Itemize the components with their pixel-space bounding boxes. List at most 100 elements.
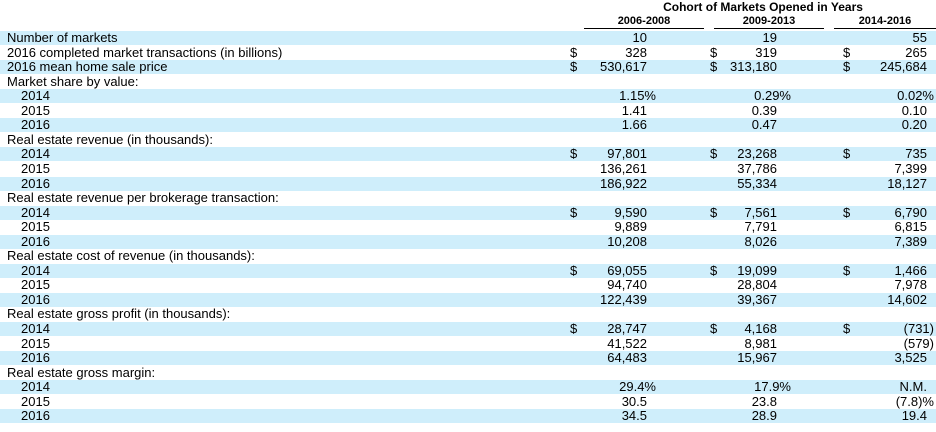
- cell-value: 328: [625, 44, 647, 60]
- currency-symbol: $: [710, 59, 718, 75]
- currency-symbol: $: [843, 44, 851, 60]
- cell-value: 19.4: [901, 408, 927, 424]
- cell-value: 23,268: [737, 146, 777, 162]
- table-row: 2015 30.5 23.8 (7.8)%: [0, 393, 936, 409]
- row-label: 2016: [21, 291, 50, 307]
- row-label: 2015: [21, 335, 50, 351]
- cell-value: 29.4%: [619, 379, 656, 395]
- row-label: 2015: [21, 393, 50, 409]
- table-row: Real estate cost of revenue (in thousand…: [0, 249, 936, 263]
- row-label: 2016: [21, 408, 50, 424]
- cell-value: 23.8: [751, 393, 777, 409]
- cell-value: 186,922: [600, 175, 647, 191]
- table-row: 2016 186,922 55,334 18,127: [0, 175, 936, 191]
- cell-value: 64,483: [607, 350, 647, 366]
- cell-value: 7,399: [894, 160, 927, 176]
- table-row: 2015 136,261 37,786 7,399: [0, 160, 936, 176]
- currency-symbol: $: [710, 44, 718, 60]
- table-row: 2015 1.41 0.39 0.10: [0, 102, 936, 118]
- row-label: 2016 mean home sale price: [7, 59, 168, 75]
- cell-value: 7,389: [894, 233, 927, 249]
- column-header-2014-2016: 2014-2016: [834, 14, 936, 29]
- table-row: Real estate revenue (in thousands):: [0, 131, 936, 147]
- row-label: 2014: [21, 146, 50, 162]
- cell-value: 30.5: [621, 393, 647, 409]
- column-header-2009-2013: 2009-2013: [714, 14, 824, 29]
- cell-value: 122,439: [600, 291, 647, 307]
- column-header-2006-2008: 2006-2008: [584, 14, 704, 29]
- table-row: 2016 64,483 15,967 3,525: [0, 350, 936, 366]
- table-row: 2014 29.4% 17.9% N.M.: [0, 379, 936, 395]
- row-label: 2016: [21, 350, 50, 366]
- currency-symbol: $: [843, 321, 851, 336]
- cell-value: 0.20: [901, 117, 927, 133]
- currency-symbol: $: [710, 262, 718, 278]
- table-title: Cohort of Markets Opened in Years: [663, 0, 863, 14]
- cell-value: 55: [912, 30, 927, 45]
- table-row: 2014 1.15% 0.29% 0.02%: [0, 88, 936, 104]
- cell-value: 0.47: [751, 117, 777, 133]
- row-label: Real estate cost of revenue (in thousand…: [7, 248, 255, 264]
- cell-value: 69,055: [607, 262, 647, 278]
- table-row: 2015 9,889 7,791 6,815: [0, 220, 936, 234]
- table-row: Real estate gross profit (in thousands):: [0, 307, 936, 321]
- currency-symbol: $: [710, 146, 718, 162]
- row-label: 2015: [21, 277, 50, 293]
- row-label: 2016: [21, 233, 50, 249]
- table-row: 2016 completed market transactions (in b…: [0, 44, 936, 60]
- cell-value: 10: [632, 30, 647, 45]
- cell-value: 18,127: [887, 175, 927, 191]
- cell-value: 313,180: [730, 59, 777, 75]
- currency-symbol: $: [570, 262, 578, 278]
- cell-value: 4,168: [744, 321, 777, 336]
- cell-value: 34.5: [621, 408, 647, 424]
- currency-symbol: $: [843, 262, 851, 278]
- cell-value: 265: [905, 44, 927, 60]
- row-label: Real estate revenue (in thousands):: [7, 131, 213, 147]
- row-label: Real estate gross margin:: [7, 364, 156, 380]
- cell-value: 3,525: [894, 350, 927, 366]
- cell-value: 15,967: [737, 350, 777, 366]
- cell-value: 41,522: [607, 335, 647, 351]
- currency-symbol: $: [570, 146, 578, 162]
- cell-value: (579): [903, 335, 934, 351]
- row-label: 2015: [21, 102, 50, 118]
- cell-value: 7,978: [894, 277, 927, 293]
- cell-value: 0.39: [751, 102, 777, 118]
- table-row: 2014 $69,055 $19,099 $1,466: [0, 262, 936, 278]
- table-row: 2016 34.5 28.9 19.4: [0, 408, 936, 424]
- cell-value: 28.9: [751, 408, 777, 424]
- cell-value: 6,790: [894, 204, 927, 220]
- cell-value: 1.41: [621, 102, 647, 118]
- row-label: 2014: [21, 321, 50, 336]
- table-row: 2015 41,522 8,981 (579): [0, 335, 936, 351]
- currency-symbol: $: [570, 204, 578, 220]
- row-label: 2014: [21, 262, 50, 278]
- cell-value: 6,815: [894, 219, 927, 235]
- cell-value: 19,099: [737, 262, 777, 278]
- currency-symbol: $: [710, 204, 718, 220]
- row-label: 2014: [21, 379, 50, 395]
- cell-value: 0.02%: [897, 88, 934, 104]
- cell-value: 8,026: [744, 233, 777, 249]
- cell-value: 10,208: [607, 233, 647, 249]
- row-label: Number of markets: [7, 30, 118, 45]
- cell-value: 735: [905, 146, 927, 162]
- table-row: 2014 $9,590 $7,561 $6,790: [0, 204, 936, 220]
- row-label: Real estate gross profit (in thousands):: [7, 306, 231, 322]
- cell-value: 136,261: [600, 160, 647, 176]
- table-row: 2016 122,439 39,367 14,602: [0, 291, 936, 307]
- cell-value: 37,786: [737, 160, 777, 176]
- currency-symbol: $: [710, 321, 718, 336]
- cell-value: 245,684: [880, 59, 927, 75]
- cell-value: 1.15%: [619, 88, 656, 104]
- cell-value: 94,740: [607, 277, 647, 293]
- cell-value: 17.9%: [754, 379, 791, 395]
- currency-symbol: $: [843, 59, 851, 75]
- currency-symbol: $: [570, 59, 578, 75]
- row-label: 2016: [21, 175, 50, 191]
- row-label: Real estate revenue per brokerage transa…: [7, 190, 279, 206]
- cell-value: 9,590: [614, 204, 647, 220]
- table-row: 2014 $28,747 $4,168 $ (731): [0, 322, 936, 336]
